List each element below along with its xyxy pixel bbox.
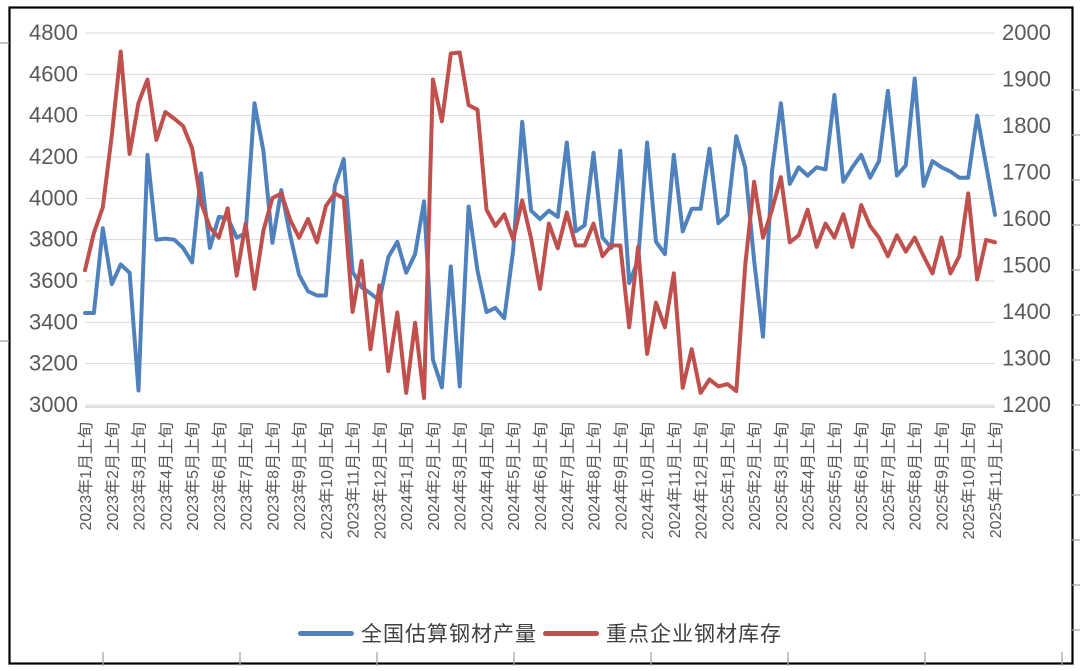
- series-line-inventory: [83, 49, 997, 400]
- x-axis-tick-label: 2023年2月上旬: [104, 422, 122, 531]
- series-line-production: [83, 76, 997, 393]
- x-axis-tick-label: 2024年10月上旬: [639, 422, 657, 539]
- legend-label-inventory: 重点企业钢材库存: [606, 623, 782, 646]
- x-axis-tick-label: 2024年12月上旬: [693, 422, 711, 539]
- right-axis-tick-label: 1600: [1002, 206, 1051, 231]
- left-axis-tick-label: 4600: [29, 61, 78, 86]
- x-axis-tick-label: 2024年3月上旬: [452, 422, 470, 531]
- x-axis-tick-label: 2025年3月上旬: [773, 422, 791, 531]
- left-axis-tick-label: 3600: [29, 268, 78, 293]
- x-axis-tick-label: 2023年11月上旬: [345, 422, 363, 538]
- x-axis-tick-label: 2024年9月上旬: [612, 422, 630, 531]
- x-axis-tick-label: 2025年4月上旬: [800, 422, 818, 531]
- x-axis-tick-label: 2023年4月上旬: [157, 422, 175, 531]
- x-axis-tick-label: 2025年6月上旬: [853, 422, 871, 531]
- left-axis-tick-label: 4400: [29, 103, 78, 128]
- series-1: [83, 49, 997, 400]
- legend-line-swatch-inventory: [543, 630, 599, 636]
- x-axis-tick-label: 2025年10月上旬: [960, 422, 978, 539]
- x-axis-tick-label: 2023年12月上旬: [371, 422, 389, 539]
- x-axis-tick-label: 2024年7月上旬: [559, 422, 577, 531]
- right-axis-tick-label: 2000: [1002, 20, 1051, 45]
- left-axis-tick-label: 3200: [29, 351, 78, 376]
- x-axis-labels: 2023年1月上旬 2023年2月上旬 2023年3月上旬 2023年4月上旬 2023…: [77, 422, 1005, 539]
- right-axis-tick-label: 1900: [1002, 67, 1051, 92]
- legend-label-production: 全国估算钢材产量: [361, 623, 537, 646]
- x-axis-tick-label: 2025年5月上旬: [826, 422, 844, 531]
- x-axis-tick-label: 2023年10月上旬: [318, 422, 336, 539]
- outer-axis-ticks: [0, 42, 1080, 666]
- x-axis-tick-label: 2024年6月上旬: [532, 422, 550, 531]
- x-axis-tick-label: 2024年1月上旬: [398, 422, 416, 530]
- x-axis-tick-label: 2025年7月上旬: [880, 422, 898, 531]
- legend-line-swatch-production: [298, 630, 354, 636]
- chart-frame: [8, 6, 1074, 665]
- x-axis-tick-label: 2024年11月上旬: [666, 422, 684, 538]
- gridlines: [85, 32, 995, 406]
- series-0: [83, 76, 997, 393]
- x-axis-tick-label: 2025年8月上旬: [907, 422, 925, 531]
- right-axis-tick-label: 1400: [1002, 299, 1051, 324]
- x-axis-tick-label: 2023年1月上旬: [77, 422, 95, 531]
- x-axis-tick-label: 2025年9月上旬: [933, 422, 951, 531]
- x-axis-tick-label: 2024年8月上旬: [586, 422, 604, 531]
- x-axis-tick-label: 2025年1月上旬: [719, 422, 737, 531]
- right-axis-tick-label: 1200: [1002, 392, 1051, 417]
- legend-item-inventory: 重点企业钢材库存: [543, 618, 782, 648]
- left-axis-labels: 4800 4600 4400 4200 4000 3800 3600 3400 3200 3000: [29, 20, 78, 417]
- right-axis-tick-label: 1700: [1002, 160, 1051, 185]
- left-axis-tick-label: 4200: [29, 144, 78, 169]
- x-axis-tick-label: 2023年8月上旬: [264, 422, 282, 531]
- x-axis-tick-label: 2025年2月上旬: [746, 422, 764, 531]
- right-axis-labels: 2000 1900 1800 1700 1600 1500 1400 1300 1200: [1002, 20, 1051, 417]
- x-axis-tick-label: 2024年4月上旬: [478, 422, 496, 531]
- x-axis-tick-label: 2023年6月上旬: [211, 422, 229, 531]
- right-axis-tick-label: 1800: [1002, 113, 1051, 138]
- chart-legend: 全国估算钢材产量 重点企业钢材库存: [0, 618, 1080, 648]
- right-axis-tick-label: 1300: [1002, 346, 1051, 371]
- x-axis-tick-label: 2023年5月上旬: [184, 422, 202, 531]
- x-axis-tick-label: 2023年7月上旬: [238, 422, 256, 531]
- left-axis-tick-label: 3800: [29, 227, 78, 252]
- x-axis-tick-label: 2024年5月上旬: [505, 422, 523, 531]
- x-axis-tick-label: 2023年9月上旬: [291, 422, 309, 531]
- x-axis-tick-label: 2023年3月上旬: [131, 422, 149, 531]
- right-axis-tick-label: 1500: [1002, 253, 1051, 278]
- x-axis-tick-label: 2025年11月上旬: [987, 422, 1005, 538]
- x-axis-tick-label: 2024年2月上旬: [425, 422, 443, 531]
- left-axis-tick-label: 3000: [29, 392, 78, 417]
- left-axis-tick-label: 4800: [29, 20, 78, 45]
- legend-item-production: 全国估算钢材产量: [298, 618, 537, 648]
- left-axis-tick-label: 4000: [29, 185, 78, 210]
- left-axis-tick-label: 3400: [29, 309, 78, 334]
